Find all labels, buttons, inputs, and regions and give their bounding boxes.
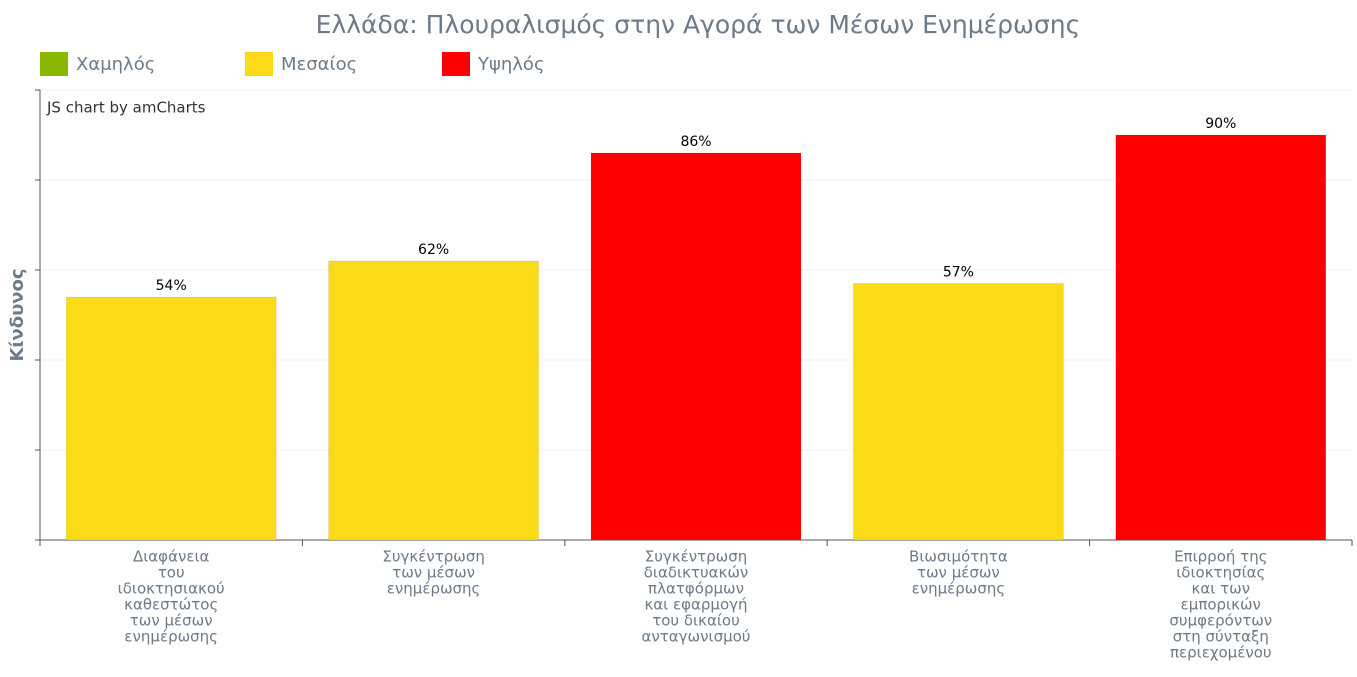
legend-label: Χαμηλός xyxy=(76,54,155,75)
x-tick-label: των μέσων xyxy=(917,564,1000,582)
x-tick-label: των μέσων xyxy=(130,612,213,630)
bar xyxy=(328,260,540,541)
x-tick-label: πλατφόρμων xyxy=(648,580,744,598)
legend-label: Μεσαίος xyxy=(281,54,357,75)
legend-swatch xyxy=(245,52,273,76)
x-tick-label: ενημέρωσης xyxy=(912,580,1006,598)
x-tick-label: και εφαρμογή xyxy=(644,596,747,614)
x-tick-label: εμπορικών xyxy=(1181,596,1261,614)
value-label: 62% xyxy=(418,242,449,258)
value-label: 90% xyxy=(1205,116,1236,132)
value-label: 86% xyxy=(680,134,711,150)
x-tick-label: Βιωσιμότητα xyxy=(909,548,1008,566)
x-tick-label: περιεχομένου xyxy=(1170,644,1272,662)
x-tick-label: του δικαίου xyxy=(652,612,740,630)
x-tick-label: ιδιοκτησίας xyxy=(1176,564,1265,582)
x-tick-label: καθεστώτος xyxy=(124,596,218,614)
x-tick-label: στη σύνταξη xyxy=(1173,628,1269,646)
x-tick-label: Επιρροή της xyxy=(1174,548,1267,566)
x-tick-label: συμφερόντων xyxy=(1169,612,1272,630)
x-tick-label: Διαφάνεια xyxy=(133,548,210,566)
value-label: 54% xyxy=(156,278,187,294)
legend-swatch xyxy=(442,52,470,76)
x-tick-label: ενημέρωσης xyxy=(387,580,481,598)
x-tick-label: Συγκέντρωση xyxy=(645,548,748,566)
bar xyxy=(1115,134,1327,541)
credit: JS chart by amCharts xyxy=(46,99,206,117)
chart-title: Ελλάδα: Πλουραλισμός στην Αγορά των Μέσω… xyxy=(316,10,1081,39)
x-tick-label: Συγκέντρωση xyxy=(382,548,485,566)
x-tick-label: των μέσων xyxy=(392,564,475,582)
bar xyxy=(590,152,802,541)
bar xyxy=(65,296,277,541)
legend-label: Υψηλός xyxy=(477,54,545,75)
value-label: 57% xyxy=(943,265,974,281)
x-tick-label: ιδιοκτησιακού xyxy=(118,580,225,598)
bar xyxy=(852,283,1064,541)
legend-swatch xyxy=(40,52,68,76)
x-tick-label: ενημέρωσης xyxy=(124,628,218,646)
x-tick-label: διαδικτυακών xyxy=(644,564,749,582)
y-axis-label: Κίνδυνος xyxy=(7,268,28,361)
x-tick-label: ανταγωνισμού xyxy=(642,628,751,646)
x-tick-label: του xyxy=(158,564,185,582)
x-tick-label: και των xyxy=(1192,580,1251,598)
